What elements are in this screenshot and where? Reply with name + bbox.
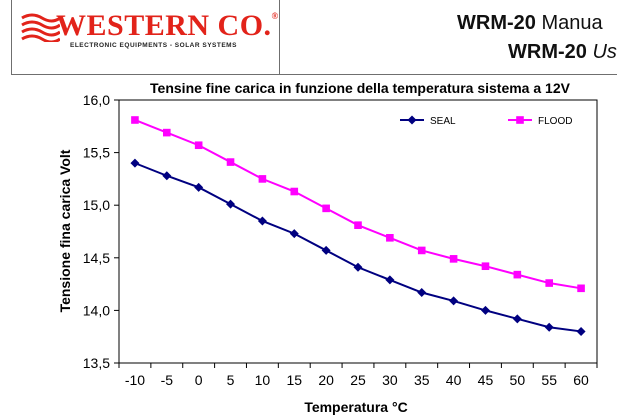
data-point-flood bbox=[131, 116, 139, 124]
data-point-seal bbox=[226, 199, 236, 209]
chart-title: Tensine fine carica in funzione della te… bbox=[150, 80, 571, 96]
x-tick-label: 40 bbox=[446, 372, 462, 388]
data-point-flood bbox=[513, 270, 522, 279]
x-axis: -10 -5 0 5 10 15 20 25 30 35 40 45 50 55 60 bbox=[118, 363, 598, 388]
data-point-flood bbox=[417, 246, 426, 255]
data-point-seal bbox=[544, 322, 554, 332]
data-point-seal bbox=[162, 171, 172, 181]
series-seal bbox=[130, 158, 586, 336]
data-point-seal bbox=[130, 158, 140, 168]
data-point-seal bbox=[194, 182, 204, 192]
data-point-seal bbox=[321, 245, 331, 255]
x-tick-label: 35 bbox=[414, 372, 430, 388]
data-point-flood bbox=[226, 158, 235, 166]
series-flood bbox=[131, 116, 585, 293]
x-tick-label: 60 bbox=[573, 372, 589, 388]
company-subtitle: ELECTRONIC EQUIPMENTS - SOLAR SYSTEMS bbox=[70, 42, 237, 49]
document-header: WESTERN CO.® ELECTRONIC EQUIPMENTS - SOL… bbox=[11, 0, 617, 75]
manual-title-line-1: WRM-20 Manua bbox=[457, 12, 603, 34]
x-tick-label: 0 bbox=[195, 372, 203, 388]
data-point-seal bbox=[512, 314, 522, 324]
data-point-flood bbox=[545, 279, 553, 287]
data-point-seal bbox=[289, 229, 299, 239]
legend-label-flood: FLOOD bbox=[538, 116, 572, 127]
line-chart: Tensine fine carica in funzione della te… bbox=[57, 80, 598, 415]
series-layer bbox=[130, 116, 586, 336]
x-tick-label: 20 bbox=[318, 372, 334, 388]
data-point-flood bbox=[290, 187, 299, 196]
x-tick-label: -10 bbox=[125, 372, 145, 388]
data-point-seal bbox=[449, 296, 459, 306]
x-axis-label: Temperatura °C bbox=[304, 399, 407, 415]
data-point-flood bbox=[481, 262, 490, 271]
y-axis: 13,5 14,0 14,5 15,0 15,5 16,0 bbox=[83, 92, 119, 371]
data-point-flood bbox=[258, 175, 267, 183]
x-tick-label: 50 bbox=[510, 372, 526, 388]
legend: SEAL FLOOD bbox=[400, 115, 572, 127]
x-tick-label: 15 bbox=[286, 372, 302, 388]
wave-logo-icon bbox=[21, 13, 60, 42]
x-tick-label: 10 bbox=[255, 372, 271, 388]
data-point-seal bbox=[480, 305, 490, 315]
plot-area bbox=[118, 99, 598, 364]
legend-marker-seal bbox=[407, 115, 417, 125]
data-point-seal bbox=[257, 216, 267, 226]
y-tick-label: 13,5 bbox=[83, 355, 110, 371]
x-tick-label: 5 bbox=[227, 372, 235, 388]
x-tick-label: 30 bbox=[382, 372, 398, 388]
x-tick-label: -5 bbox=[161, 372, 174, 388]
data-point-flood bbox=[577, 284, 585, 293]
manual-title-line-2: WRM-20 Us bbox=[508, 41, 617, 63]
x-tick-label: 55 bbox=[541, 372, 557, 388]
data-point-flood bbox=[163, 128, 171, 137]
x-tick-label: 45 bbox=[478, 372, 494, 388]
company-logo-text: WESTERN CO.® bbox=[56, 9, 279, 42]
data-point-flood bbox=[386, 234, 394, 242]
data-point-seal bbox=[417, 288, 427, 298]
y-tick-label: 15,5 bbox=[83, 145, 110, 161]
legend-label-seal: SEAL bbox=[430, 116, 456, 127]
data-point-seal bbox=[353, 262, 363, 272]
logo-cell: WESTERN CO.® ELECTRONIC EQUIPMENTS - SOL… bbox=[12, 0, 280, 74]
data-point-seal bbox=[576, 326, 586, 336]
y-axis-label: Tensione fina carica Volt bbox=[57, 149, 73, 312]
legend-item-flood: FLOOD bbox=[508, 116, 572, 127]
y-tick-label: 15,0 bbox=[83, 197, 110, 213]
y-tick-label: 14,0 bbox=[83, 302, 110, 318]
legend-item-seal: SEAL bbox=[400, 115, 456, 127]
data-point-seal bbox=[385, 275, 395, 285]
data-point-flood bbox=[449, 255, 458, 263]
y-tick-label: 16,0 bbox=[83, 92, 110, 108]
y-tick-label: 14,5 bbox=[83, 250, 110, 266]
data-point-flood bbox=[354, 221, 362, 229]
x-tick-label: 25 bbox=[350, 372, 366, 388]
legend-marker-flood bbox=[516, 116, 524, 124]
data-point-flood bbox=[194, 141, 203, 150]
data-point-flood bbox=[322, 204, 330, 213]
